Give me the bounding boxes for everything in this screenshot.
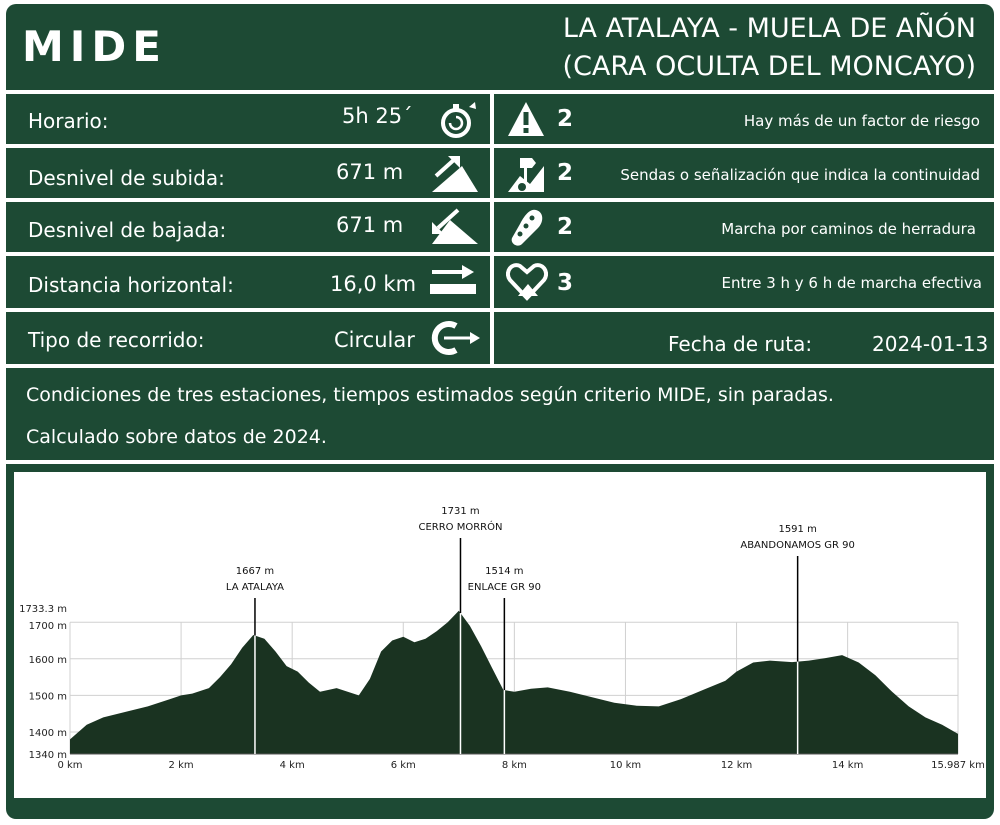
route-title-line2: (CARA OCULTA DEL MONCAYO) (562, 51, 976, 82)
divider (6, 460, 994, 464)
stat-label: Desnivel de bajada: (28, 218, 227, 242)
stat-value: 16,0 km (330, 272, 417, 296)
divider (6, 90, 994, 94)
data-year-note: Calculado sobre datos de 2024. (26, 426, 327, 448)
divider (6, 308, 994, 312)
annotation-label: ABANDONAMOS GR 90 (740, 540, 855, 551)
x-tick-label: 8 km (502, 760, 527, 771)
x-tick-label: 0 km (57, 760, 82, 771)
x-tick-label: 15.987 km (931, 760, 985, 771)
y-tick-label: 1600 m (29, 655, 67, 666)
divider (490, 90, 494, 364)
x-tick-label: 10 km (610, 760, 641, 771)
stat-value: Circular (334, 328, 415, 352)
route-title-line1: LA ATALAYA - MUELA DE AÑÓN (562, 13, 976, 44)
rating-score: 2 (557, 106, 574, 132)
distance-icon (430, 265, 476, 294)
annotation-elevation: 1591 m (778, 524, 816, 535)
effort-heart-icon (506, 263, 548, 301)
mide-logo: MIDE (22, 22, 167, 71)
divider (6, 364, 994, 368)
stat-label: Distancia horizontal: (28, 273, 234, 297)
footprint-icon (511, 209, 543, 246)
route-title: LA ATALAYA - MUELA DE AÑÓN (CARA OCULTA … (563, 10, 976, 86)
date-label: Fecha de ruta: (668, 332, 813, 356)
x-tick-label: 12 km (721, 760, 752, 771)
rating-score: 2 (557, 160, 574, 186)
rating-text: Marcha por caminos de herradura (721, 220, 976, 238)
warning-icon (508, 102, 544, 136)
stat-label: Tipo de recorrido: (28, 328, 205, 352)
y-tick-label: 1340 m (29, 750, 67, 761)
stat-label: Desnivel de subida: (28, 166, 225, 190)
descent-icon (432, 208, 478, 244)
stat-value: 671 m (336, 160, 404, 184)
y-tick-label: 1733.3 m (19, 604, 67, 615)
annotation-elevation: 1514 m (485, 566, 523, 577)
signpost-icon (508, 158, 544, 192)
elevation-profile-chart: 0 km 2 km 4 km 6 km 8 km 10 km 12 km 14 km 15.98… (14, 472, 986, 798)
annotation-elevation: 1731 m (441, 506, 479, 517)
elevation-profile-svg: 0 km 2 km 4 km 6 km 8 km 10 km 12 km 14 km 15.98… (19, 506, 985, 771)
stat-value: 5h 25´ (342, 104, 413, 128)
rating-text: Hay más de un factor de riesgo (743, 112, 980, 130)
rating-score: 2 (557, 214, 574, 240)
date-value: 2024-01-13 (872, 332, 989, 356)
rating-score: 3 (557, 270, 574, 296)
divider (6, 144, 994, 148)
divider (6, 252, 994, 256)
annotation-elevation: 1667 m (236, 566, 274, 577)
stat-label: Horario: (28, 109, 109, 133)
elevation-area (70, 610, 958, 754)
x-tick-label: 4 km (280, 760, 305, 771)
divider (6, 198, 994, 202)
annotation-label: ENLACE GR 90 (468, 582, 541, 593)
rating-text: Entre 3 h y 6 h de marcha efectiva (721, 274, 983, 292)
annotation-label: LA ATALAYA (226, 582, 284, 593)
rating-text: Sendas o señalización que indica la cont… (620, 166, 980, 184)
conditions-note: Condiciones de tres estaciones, tiempos … (26, 384, 834, 406)
y-tick-label: 1500 m (29, 691, 67, 702)
x-tick-label: 2 km (169, 760, 194, 771)
y-tick-label: 1400 m (29, 728, 67, 739)
stopwatch-icon (441, 102, 476, 138)
x-tick-label: 14 km (832, 760, 863, 771)
x-tick-label: 6 km (391, 760, 416, 771)
ascent-icon (432, 156, 478, 192)
y-tick-label: 1700 m (29, 621, 67, 632)
stat-value: 671 m (336, 213, 404, 237)
circular-route-icon (431, 321, 480, 355)
annotation-label: CERRO MORRÓN (418, 520, 502, 533)
